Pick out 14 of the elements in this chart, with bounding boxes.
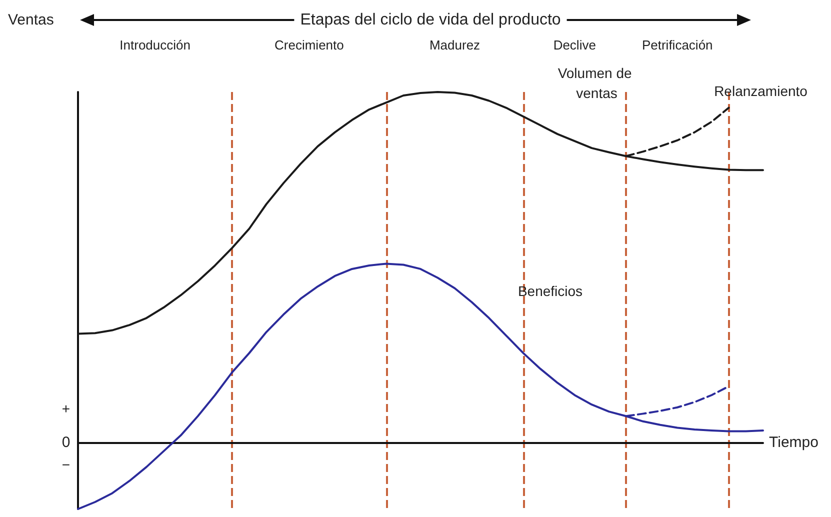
text: Crecimiento: [274, 38, 344, 52]
text: −: [62, 456, 70, 472]
chart-subtitle: Etapas del ciclo de vida del producto: [300, 12, 561, 28]
y-axis-title: Ventas: [8, 12, 54, 28]
text: Declive: [553, 38, 596, 52]
text: Madurez: [429, 38, 480, 52]
x-axis-title: Tiempo: [769, 434, 818, 451]
text: Volumen de ventas: [558, 65, 636, 102]
text: Beneficios: [518, 283, 583, 300]
series-label: Relanzamiento: [714, 82, 808, 99]
text: 0: [62, 434, 70, 451]
text: Introducción: [120, 38, 190, 52]
text: +: [62, 400, 70, 416]
text: Petrificación: [642, 38, 713, 52]
